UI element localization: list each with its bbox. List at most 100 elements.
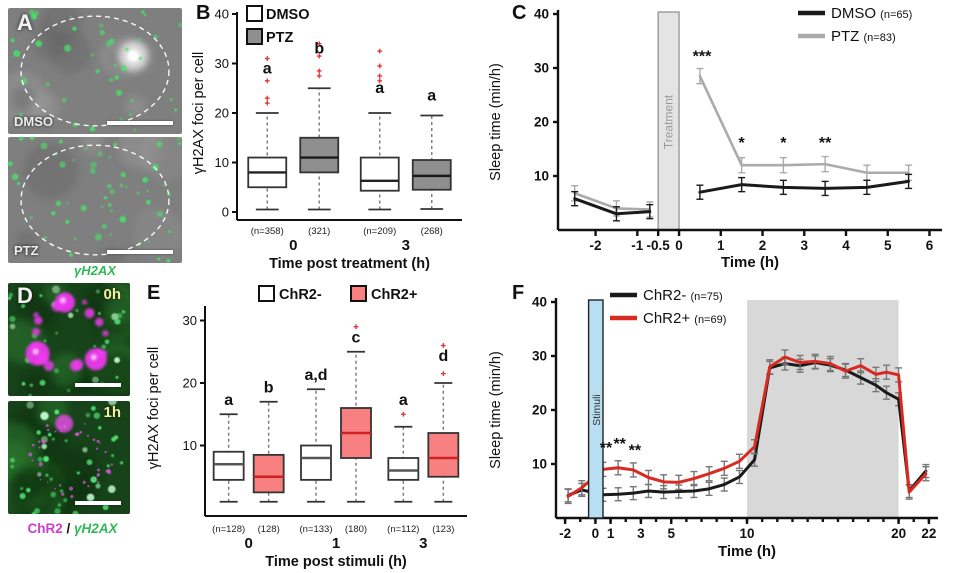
- panel-a-label: A: [17, 10, 33, 35]
- micrograph-ptz: PTZ: [8, 137, 182, 263]
- axes: [551, 298, 938, 524]
- x-tick-label: 5: [667, 526, 675, 541]
- box-ChR2--3: [387, 411, 420, 503]
- x-tick-label: 3: [801, 238, 809, 253]
- x-tick-label: 6: [926, 238, 934, 253]
- sig-letter: a: [263, 60, 272, 77]
- series-PTZ: [571, 67, 913, 218]
- y-tick-label: 40: [532, 295, 547, 310]
- panel-e: E 10 20 30 γH2AX foci per cell 0 1 3 Time post …: [145, 278, 480, 573]
- caption-separator: /: [62, 521, 74, 536]
- band-stimuli: Stimuli: [587, 299, 604, 519]
- x-axis-label: Time (h): [718, 543, 776, 560]
- x-tick-label: 0: [592, 526, 600, 541]
- y-tick-label: 40: [215, 7, 229, 22]
- x-tick-label: 22: [921, 526, 936, 541]
- image-tag-dmso: DMSO: [14, 114, 53, 129]
- band-label: Stimuli: [591, 394, 603, 426]
- micrograph-dmso: A DMSO: [8, 8, 182, 134]
- sig-letter: a,d: [304, 367, 327, 384]
- x-tick-label: 1: [607, 526, 615, 541]
- x-tick-label: -0.5: [647, 238, 671, 253]
- box-PTZ-3: [411, 114, 452, 210]
- box-ChR2+-3: [427, 343, 460, 503]
- x-tick-label: 4: [842, 238, 850, 253]
- sig-letter: a: [224, 392, 233, 409]
- y-tick-label: 30: [183, 313, 197, 328]
- series-ChR2+: [564, 349, 930, 505]
- legend-label: DMSO: [266, 7, 310, 23]
- legend: ChR2- ChR2+: [258, 285, 417, 303]
- box-ChR2+-0: [252, 400, 285, 503]
- x-tick-label: -2: [590, 238, 602, 253]
- sig-letter: a: [399, 392, 408, 409]
- panel-d-caption: ChR2 / γH2AX: [0, 521, 145, 536]
- legend: ChR2- (n=75) ChR2+ (n=69): [610, 287, 726, 327]
- n-label: (321): [308, 226, 330, 237]
- panel-b: B 0 10 20 30 40 γH2AX foci per cell 0 3 Time pos…: [190, 0, 480, 278]
- n-label: (268): [421, 226, 443, 237]
- box-ChR2--0: [212, 413, 245, 503]
- scale-bar: [106, 250, 173, 254]
- y-tick-label: 10: [183, 438, 197, 453]
- group-label: 0: [289, 237, 297, 254]
- x-axis-label: Time (h): [721, 254, 779, 271]
- chr2-caption: ChR2: [27, 521, 63, 536]
- significance-marker: **: [613, 436, 626, 453]
- panel-d-label: D: [17, 283, 33, 308]
- box-DMSO-0: [247, 56, 288, 211]
- panel-b-label: B: [196, 2, 211, 24]
- box-DMSO-3: [359, 48, 400, 211]
- series-DMSO: [571, 173, 913, 222]
- scale-bar: [74, 501, 121, 505]
- box-ChR2+-1: [340, 324, 372, 503]
- n-label: (n=209): [363, 226, 396, 237]
- significance-marker: *: [780, 135, 787, 152]
- image-tag-1h: 1h: [103, 404, 121, 421]
- significance-marker: **: [600, 440, 613, 457]
- sig-letter: a: [375, 80, 384, 97]
- x-tick-label: 5: [884, 238, 892, 253]
- y-axis-label: γH2AX foci per cell: [146, 347, 162, 470]
- y-tick-label: 20: [532, 403, 547, 418]
- x-tick-label: -2: [559, 526, 571, 541]
- h2ax-caption: γH2AX: [74, 263, 116, 278]
- x-tick-label: 0: [675, 238, 683, 253]
- micrograph-1h-image: [8, 401, 130, 514]
- legend-label: PTZ (n=83): [831, 28, 896, 45]
- micrograph-ptz-image: [8, 137, 182, 263]
- panel-a-caption: γH2AX: [0, 263, 190, 278]
- n-label: (180): [345, 524, 367, 535]
- boxplot-foci-treatment: 0 10 20 30 40 γH2AX foci per cell 0 3 Time post …: [191, 5, 462, 272]
- scale-bar: [74, 383, 121, 387]
- y-tick-label: 40: [534, 7, 549, 22]
- x-tick-label: 1: [717, 238, 725, 253]
- panel-c-label: C: [512, 2, 527, 24]
- axes: [553, 10, 942, 236]
- lineplot-sleep-treatment: Treatment 10 20 30 40 -2 -1 -0.5 0 1 2 3 4 5 6 Sleep ti…: [488, 5, 942, 271]
- micrograph-0h: D 0h: [8, 283, 130, 396]
- x-tick-label: 3: [637, 526, 645, 541]
- sig-letter: d: [438, 348, 448, 365]
- image-tag-ptz: PTZ: [14, 243, 39, 258]
- y-tick-label: 10: [532, 457, 547, 472]
- axes: [200, 306, 467, 517]
- y-tick-label: 10: [534, 169, 549, 184]
- n-label: (n=128): [212, 524, 245, 535]
- n-label: (123): [432, 524, 454, 535]
- panel-a: A DMSO PTZ γH2AX: [0, 0, 190, 278]
- group-label: 0: [244, 535, 252, 552]
- legend-label: ChR2- (n=75): [643, 287, 723, 304]
- legend-label: ChR2-: [279, 287, 322, 303]
- image-tag-0h: 0h: [103, 286, 121, 303]
- y-tick-label: 30: [215, 56, 229, 71]
- n-label: (128): [258, 524, 280, 535]
- band-treatment: Treatment: [657, 11, 680, 231]
- x-tick-label: 2: [759, 238, 767, 253]
- legend-label: ChR2+ (n=69): [643, 310, 726, 327]
- panel-c: C Treatment 10 20 30 40 -2 -1 -0.5 0 1 2 3 4 5 6 Sleep …: [480, 0, 954, 278]
- box-ChR2--1: [300, 388, 332, 503]
- x-axis-label: Time post stimuli (h): [265, 554, 407, 570]
- x-tick-label: 20: [891, 526, 906, 541]
- panel-f-label: F: [512, 282, 525, 304]
